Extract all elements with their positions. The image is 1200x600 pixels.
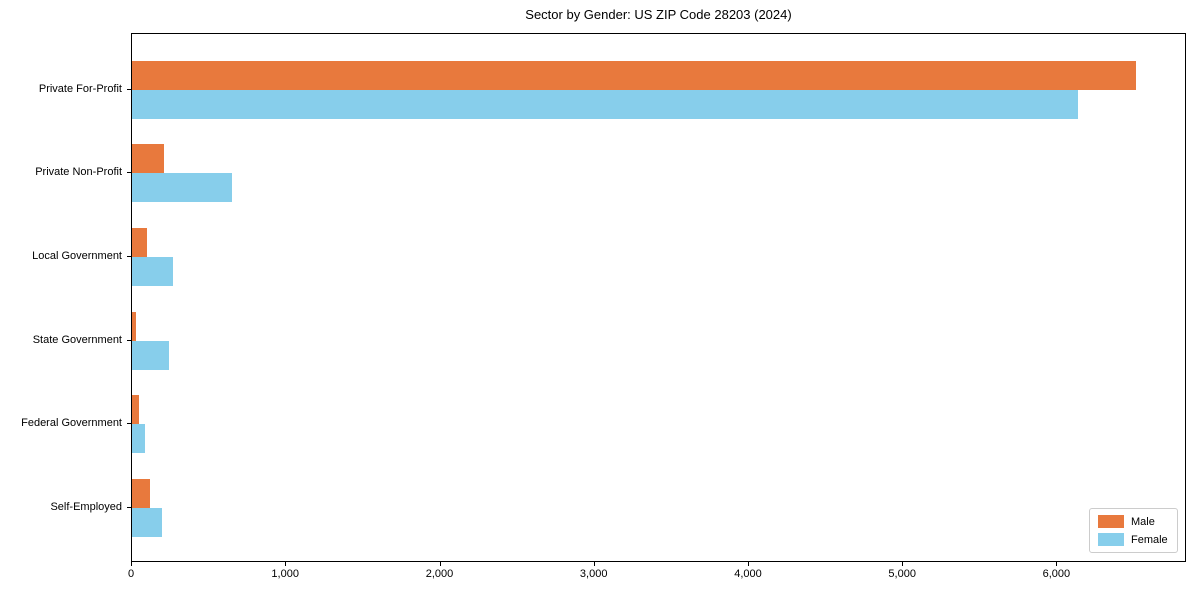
legend: Male Female: [1089, 508, 1178, 553]
legend-label-male: Male: [1131, 515, 1155, 528]
x-tick-label: 5,000: [888, 568, 916, 580]
bar-female-0: [132, 89, 1078, 119]
y-tick: [127, 506, 131, 508]
x-tick-label: 6,000: [1042, 568, 1071, 580]
x-tick: [439, 562, 441, 566]
bar-male-3: [132, 311, 137, 341]
bar-male-4: [132, 395, 139, 425]
bar-female-2: [132, 256, 173, 286]
x-tick-label: 3,000: [579, 568, 608, 580]
x-tick-label: 0: [127, 568, 135, 580]
legend-item-female: Female: [1098, 533, 1169, 546]
y-tick: [127, 88, 131, 90]
y-tick-label: Federal Government: [21, 417, 122, 430]
y-tick-label: State Government: [32, 333, 122, 346]
x-tick-label: 4,000: [734, 568, 762, 580]
bar-male-5: [132, 478, 151, 508]
legend-label-female: Female: [1131, 533, 1168, 546]
bar-male-1: [132, 144, 165, 174]
y-tick-label: Local Government: [32, 249, 122, 262]
x-tick-label: 1,000: [271, 568, 299, 580]
x-tick: [593, 562, 595, 566]
x-tick: [285, 562, 287, 566]
bar-female-1: [132, 173, 233, 203]
legend-swatch-male: [1098, 515, 1124, 528]
y-tick-label: Private Non-Profit: [35, 166, 122, 179]
y-tick: [127, 423, 131, 425]
y-tick-label: Self-Employed: [50, 500, 122, 513]
x-tick: [1056, 562, 1058, 566]
x-tick: [902, 562, 904, 566]
y-tick: [127, 172, 131, 174]
bar-male-2: [132, 227, 148, 257]
y-tick: [127, 339, 131, 341]
x-tick: [748, 562, 749, 566]
plot-area: [131, 33, 1186, 562]
bar-female-5: [132, 507, 162, 537]
bar-male-0: [132, 60, 1137, 90]
chart-title: Sector by Gender: US ZIP Code 28203 (202…: [525, 7, 792, 22]
y-tick: [127, 255, 131, 257]
bar-female-3: [132, 340, 169, 370]
legend-item-male: Male: [1098, 515, 1169, 528]
x-tick: [131, 562, 132, 566]
bar-female-4: [132, 424, 145, 454]
y-tick-label: Private For-Profit: [38, 82, 122, 95]
legend-swatch-female: [1098, 533, 1124, 546]
x-tick-label: 2,000: [425, 568, 454, 580]
